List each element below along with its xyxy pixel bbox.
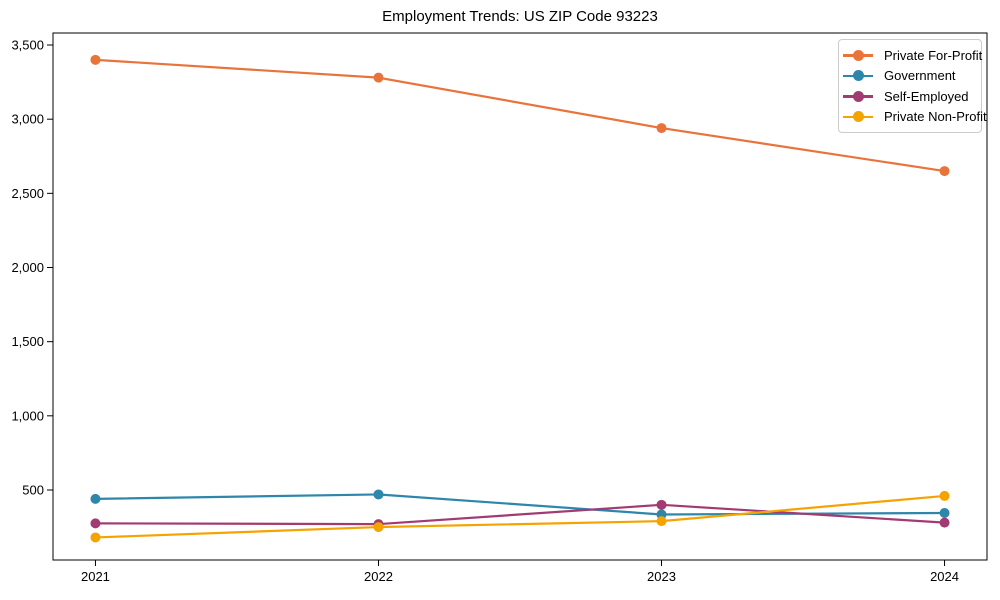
y-tick-label: 500 — [22, 482, 44, 497]
data-point-marker — [373, 489, 384, 500]
y-tick-label: 2,500 — [11, 186, 44, 201]
legend-item-1: Government — [843, 66, 975, 87]
legend-label: Private For-Profit — [884, 47, 983, 63]
x-tick-label: 2021 — [81, 569, 110, 584]
legend-marker-icon — [843, 49, 873, 61]
series-line-2 — [95, 503, 945, 526]
data-point-marker — [373, 72, 384, 83]
data-point-marker — [656, 516, 667, 527]
data-point-marker — [90, 54, 101, 65]
legend-item-0: Private For-Profit — [843, 45, 982, 66]
data-point-marker — [373, 522, 384, 533]
legend-label: Self-Employed — [884, 88, 969, 104]
x-tick-label: 2023 — [647, 569, 676, 584]
series-line-3 — [95, 494, 945, 539]
data-point-marker — [939, 507, 950, 518]
data-point-marker — [90, 532, 101, 543]
legend-label: Government — [884, 68, 956, 84]
data-point-marker — [939, 166, 950, 177]
legend-marker-icon — [843, 111, 873, 123]
legend: Private For-Profit Government Self-Employe… — [838, 39, 987, 133]
y-tick-label: 2,000 — [11, 260, 44, 275]
data-point-marker — [656, 499, 667, 510]
x-tick-label: 2022 — [364, 569, 393, 584]
legend-item-2: Self-Employed — [843, 86, 975, 107]
data-point-marker — [656, 123, 667, 134]
data-point-marker — [90, 518, 101, 529]
y-tick-label: 3,500 — [11, 38, 44, 53]
y-tick-label: 1,500 — [11, 334, 44, 349]
legend-label: Private Non-Profit — [884, 109, 987, 125]
plot-border — [52, 32, 988, 561]
data-point-marker — [90, 493, 101, 504]
series-line-0 — [95, 58, 945, 173]
data-point-marker — [939, 490, 950, 501]
x-tick-label: 2024 — [930, 569, 959, 584]
y-tick-label: 3,000 — [11, 112, 44, 127]
legend-marker-icon — [843, 70, 873, 82]
series-line-1 — [95, 493, 945, 516]
chart-title: Employment Trends: US ZIP Code 93223 — [382, 8, 658, 25]
legend-marker-icon — [843, 90, 873, 102]
y-tick-label: 1,000 — [11, 408, 44, 423]
data-point-marker — [939, 517, 950, 528]
legend-item-3: Private Non-Profit — [843, 107, 987, 128]
